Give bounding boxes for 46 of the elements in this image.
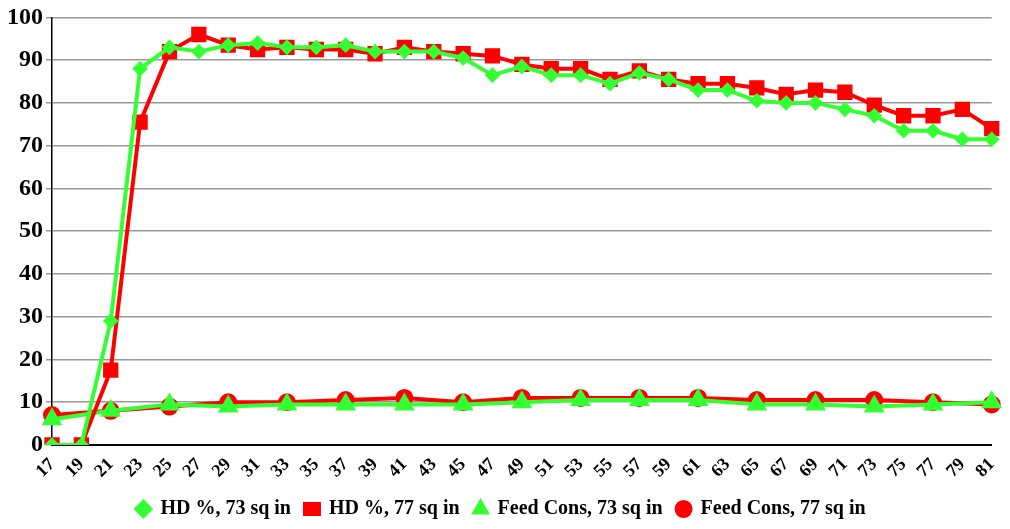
- y-tick-label: 50: [19, 216, 43, 243]
- legend-label: Feed Cons, 73 sq in: [497, 496, 663, 520]
- x-tick-label: 71: [824, 453, 852, 481]
- legend-label: Feed Cons, 77 sq in: [700, 496, 866, 520]
- y-tick-label: 90: [19, 45, 43, 72]
- x-tick-label: 79: [941, 453, 969, 481]
- x-tick-label: 55: [589, 453, 617, 481]
- y-tick-label: 60: [19, 173, 43, 200]
- y-tick-label: 80: [19, 88, 43, 115]
- x-tick-label: 39: [354, 453, 382, 481]
- legend-label: HD %, 77 sq in: [328, 496, 460, 520]
- y-tick-label: 10: [19, 387, 43, 414]
- y-tick-label: 40: [19, 259, 43, 286]
- x-tick-label: 65: [736, 453, 763, 481]
- x-tick-label: 29: [207, 453, 235, 481]
- x-tick-label: 57: [618, 453, 646, 481]
- x-tick-label: 25: [148, 453, 176, 481]
- x-tick-label: 21: [89, 453, 117, 481]
- y-tick-label: 100: [7, 2, 43, 29]
- y-tick-label: 20: [19, 344, 43, 371]
- x-tick-label: 51: [530, 453, 558, 481]
- x-tick-label: 43: [413, 453, 440, 481]
- x-tick-label: 37: [324, 453, 352, 481]
- x-tick-label: 35: [295, 453, 323, 481]
- x-tick-label: 47: [471, 453, 499, 481]
- x-tick-label: 67: [765, 453, 793, 481]
- x-tick-label: 61: [677, 453, 705, 481]
- x-tick-label: 23: [119, 453, 147, 481]
- x-tick-label: 69: [794, 453, 822, 481]
- x-tick-label: 73: [853, 453, 881, 481]
- x-tick-label: 41: [383, 453, 411, 481]
- x-tick-label: 19: [60, 453, 88, 481]
- y-tick-label: 30: [19, 301, 43, 328]
- legend-label: HD %, 73 sq in: [160, 496, 291, 520]
- x-tick-label: 59: [647, 453, 675, 481]
- x-tick-label: 53: [559, 453, 587, 481]
- x-tick-label: 63: [706, 453, 734, 481]
- x-tick-label: 45: [442, 453, 470, 481]
- x-tick-label: 81: [970, 453, 998, 481]
- y-tick-label: 70: [19, 130, 43, 157]
- x-tick-label: 27: [178, 453, 205, 481]
- x-tick-label: 49: [501, 453, 528, 481]
- x-tick-label: 77: [912, 453, 940, 481]
- x-tick-label: 33: [266, 453, 294, 481]
- x-tick-label: 75: [882, 453, 910, 481]
- x-tick-label: 31: [236, 453, 264, 481]
